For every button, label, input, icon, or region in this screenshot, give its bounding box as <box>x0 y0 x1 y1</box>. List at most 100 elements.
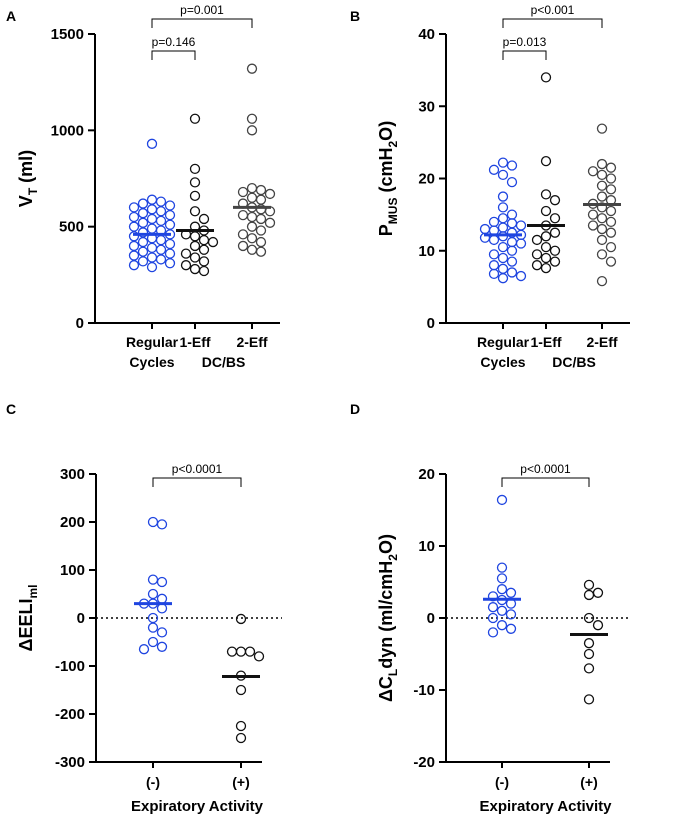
data-point <box>246 113 258 124</box>
data-point <box>487 591 499 602</box>
y-axis-title: VT (ml) <box>16 150 40 207</box>
data-point <box>583 612 595 624</box>
series-2-eff <box>583 123 621 287</box>
data-point <box>583 648 595 660</box>
category-label: 1-Eff <box>530 334 561 350</box>
data-point <box>497 241 509 253</box>
data-point <box>605 227 617 238</box>
y-title-subscript: ml <box>26 585 40 599</box>
data-point <box>156 519 168 530</box>
data-point <box>189 240 201 252</box>
data-point <box>496 562 508 573</box>
data-point <box>496 494 508 506</box>
data-point <box>596 158 608 170</box>
panel-B: B 0 10 20 30 40 Regular Cycles 1-Eff 2-Eff DC/BS PM… <box>350 3 630 370</box>
data-point <box>138 644 150 655</box>
data-point <box>189 206 201 217</box>
data-point <box>488 164 500 175</box>
data-point <box>147 622 159 633</box>
data-point <box>146 223 158 234</box>
data-point <box>137 217 149 228</box>
p-value-label: p=0.001 <box>180 3 224 17</box>
data-point <box>156 641 168 652</box>
data-point <box>155 235 167 246</box>
data-point <box>505 587 517 598</box>
data-point <box>235 613 247 625</box>
p-value-label: p<0.001 <box>531 3 575 17</box>
significance-bracket <box>152 477 242 487</box>
data-point <box>128 250 140 261</box>
category-label: (+) <box>580 774 598 790</box>
group-label: DC/BS <box>552 354 596 370</box>
data-point <box>146 138 158 149</box>
data-point <box>255 225 267 236</box>
data-point <box>255 213 267 225</box>
data-point <box>506 267 518 278</box>
panel-D: D -20 -10 0 10 20 (-) (+) Expiratory Activity ΔCL… <box>350 401 630 815</box>
y-tick-label: -20 <box>413 754 435 771</box>
data-point <box>189 231 201 242</box>
data-point <box>605 162 617 173</box>
p-value-label: p=0.013 <box>503 35 547 49</box>
significance-bracket <box>151 50 196 60</box>
data-point <box>189 163 201 175</box>
y-tick-label: 20 <box>418 171 435 188</box>
category-label: (-) <box>146 774 160 790</box>
data-point <box>596 202 608 213</box>
data-point <box>540 156 552 167</box>
data-point <box>246 221 258 232</box>
data-point <box>596 249 608 260</box>
y-tick-label: 0 <box>427 315 435 332</box>
y-tick-label: 0 <box>427 610 435 627</box>
data-point <box>189 190 201 201</box>
data-point <box>128 202 140 213</box>
data-point <box>540 252 552 264</box>
data-point <box>488 260 500 271</box>
group-label: DC/BS <box>202 354 246 370</box>
y-title-subscript: T <box>26 187 40 195</box>
data-point <box>198 213 210 225</box>
data-point <box>164 219 176 230</box>
data-point <box>198 265 210 277</box>
y-title-main: V <box>16 195 36 207</box>
data-point <box>137 256 149 267</box>
y-tick-label: 40 <box>418 26 435 43</box>
data-point <box>128 211 140 223</box>
y-tick-label: 0 <box>77 610 85 627</box>
data-point <box>587 220 599 231</box>
data-point <box>592 587 604 598</box>
data-point <box>605 184 617 195</box>
y-tick-label: 100 <box>60 562 85 579</box>
data-point <box>147 636 159 648</box>
data-point <box>147 574 159 585</box>
data-point <box>506 218 518 229</box>
data-point <box>583 663 595 674</box>
series-- <box>134 516 172 655</box>
data-point <box>244 646 256 657</box>
data-point <box>487 612 499 624</box>
data-point <box>531 249 543 260</box>
x-axis-title: Expiratory Activity <box>131 798 264 815</box>
data-point <box>605 205 617 217</box>
data-point <box>246 182 258 194</box>
data-point <box>198 235 210 246</box>
data-point <box>237 229 249 240</box>
data-point <box>146 194 158 205</box>
data-point <box>506 160 518 171</box>
data-point <box>497 222 509 233</box>
data-point <box>180 248 192 259</box>
data-point <box>496 620 508 631</box>
data-point <box>531 260 543 271</box>
data-point <box>207 236 219 248</box>
data-point <box>488 234 500 246</box>
data-point <box>164 200 176 211</box>
y-title-rest-2: O) <box>376 121 396 141</box>
panel-letter: C <box>6 401 16 417</box>
y-tick-label: -200 <box>55 706 85 723</box>
data-point <box>515 238 527 249</box>
data-point <box>540 241 552 253</box>
data-point <box>164 258 176 269</box>
data-point <box>549 195 561 206</box>
data-point <box>596 213 608 224</box>
